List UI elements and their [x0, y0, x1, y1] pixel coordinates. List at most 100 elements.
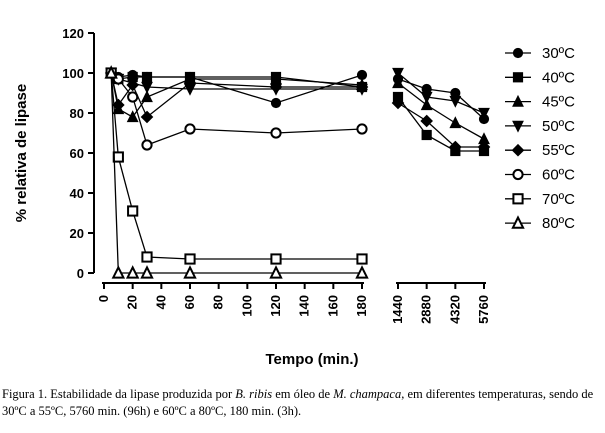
- legend-marker: [511, 143, 525, 157]
- caption-middle: em óleo de: [272, 387, 334, 401]
- data-point: [420, 98, 433, 111]
- data-point: [140, 110, 154, 124]
- legend-label: 80ºC: [542, 215, 575, 232]
- legend-marker: [512, 168, 524, 181]
- data-point: [449, 95, 462, 108]
- data-point: [392, 67, 404, 80]
- data-point: [477, 140, 491, 154]
- data-point: [140, 265, 154, 279]
- chart-series: [104, 65, 491, 279]
- legend-item: 60ºC: [505, 167, 575, 184]
- data-point: [141, 81, 153, 94]
- figure-caption: Figura 1. Estabilidade da lipase produzi…: [2, 386, 602, 420]
- data-point: [141, 251, 153, 263]
- data-point: [127, 91, 139, 103]
- legend-marker: [512, 72, 524, 83]
- series-8: [104, 65, 369, 279]
- data-point: [270, 253, 282, 265]
- y-tick-label: 100: [62, 66, 84, 81]
- x-tick-label: 20: [125, 295, 140, 309]
- data-point: [126, 110, 139, 123]
- data-point: [392, 76, 404, 89]
- data-point: [420, 91, 433, 104]
- legend-label: 30ºC: [542, 45, 575, 62]
- x-tick-label: 100: [239, 295, 254, 317]
- data-point: [104, 65, 118, 79]
- x-tick-label: 80: [211, 295, 226, 309]
- y-axis-label: % relativa de lipase: [13, 84, 30, 222]
- legend-marker: [512, 120, 524, 133]
- y-tick-label: 60: [70, 146, 84, 161]
- x-tick-label: 2880: [419, 295, 434, 324]
- x-tick-label: 180: [354, 295, 369, 317]
- series-line-3-2: [397, 82, 485, 140]
- data-point: [356, 253, 368, 265]
- data-point: [449, 140, 462, 154]
- legend-marker: [511, 215, 525, 229]
- x-tick-label: 140: [297, 295, 312, 317]
- series-line-2-2: [397, 96, 484, 152]
- data-point: [270, 97, 282, 109]
- legend-label: 70ºC: [542, 191, 575, 208]
- data-point: [111, 265, 126, 279]
- y-tick-label: 0: [77, 266, 84, 281]
- legend-marker: [512, 193, 524, 205]
- data-point: [478, 107, 490, 120]
- data-point: [356, 69, 368, 81]
- series-line-8-1: [110, 72, 362, 274]
- data-point: [355, 80, 369, 94]
- legend-marker: [512, 94, 524, 107]
- legend-marker: [512, 47, 524, 59]
- series-line-5-2: [397, 102, 484, 148]
- data-point: [141, 139, 153, 151]
- legend-item: 30ºC: [505, 45, 575, 62]
- x-tick-label: 40: [153, 295, 168, 309]
- x-axis-label: Tempo (min.): [265, 351, 358, 368]
- stability-chart: 0 20 40 60 80 100 120 0 20 40 60 80 100 120 140 160 180 1…: [13, 26, 575, 368]
- y-tick-label: 40: [70, 186, 84, 201]
- data-point: [112, 151, 124, 163]
- data-point: [184, 123, 196, 135]
- legend-label: 50ºC: [542, 118, 575, 135]
- caption-prefix: Figura 1. Estabilidade da lipase produzi…: [2, 387, 236, 401]
- legend-item: 70ºC: [505, 191, 575, 208]
- data-point: [391, 96, 405, 110]
- x-tick-label: 0: [96, 295, 111, 302]
- legend-label: 45ºC: [542, 94, 575, 111]
- legend-item: 40ºC: [505, 69, 575, 86]
- legend-label: 55ºC: [542, 142, 575, 159]
- chart-axes: 0 20 40 60 80 100 120 0 20 40 60 80 100 120 140 160 180 1…: [62, 26, 491, 324]
- series-line-4-2: [397, 72, 485, 114]
- series-4: [105, 67, 490, 120]
- y-tick-label: 80: [70, 106, 84, 121]
- caption-species-2: M. champaca: [333, 387, 402, 401]
- legend-item: 55ºC: [505, 142, 575, 159]
- caption-species-1: B. ribis: [235, 387, 273, 401]
- data-point: [355, 265, 369, 279]
- legend-label: 60ºC: [542, 167, 575, 184]
- data-point: [112, 98, 125, 112]
- series-line-1-2: [397, 78, 485, 120]
- chart-legend: 30ºC 40ºC 45ºC 50ºC 55ºC 60ºC 70ºC 80ºC: [505, 45, 575, 232]
- data-point: [141, 71, 153, 83]
- data-point: [125, 265, 140, 279]
- legend-item: 50ºC: [505, 118, 575, 135]
- data-point: [141, 90, 153, 103]
- data-point: [356, 123, 368, 135]
- data-point: [183, 265, 197, 279]
- x-tick-label: 60: [182, 295, 197, 309]
- data-point: [420, 114, 433, 128]
- data-point: [270, 127, 282, 139]
- legend-item: 45ºC: [505, 94, 575, 111]
- x-tick-label: 1440: [390, 295, 405, 324]
- data-point: [421, 129, 432, 141]
- x-tick-label: 160: [325, 295, 340, 317]
- series-2: [106, 67, 490, 157]
- caption-suffix: , em diferentes temperaturas, sendo de 3…: [2, 387, 594, 418]
- data-point: [126, 78, 139, 92]
- legend-item: 80ºC: [505, 215, 575, 232]
- data-point: [449, 116, 462, 129]
- y-tick-label: 120: [62, 26, 84, 41]
- legend-label: 40ºC: [542, 69, 575, 86]
- data-point: [184, 253, 196, 265]
